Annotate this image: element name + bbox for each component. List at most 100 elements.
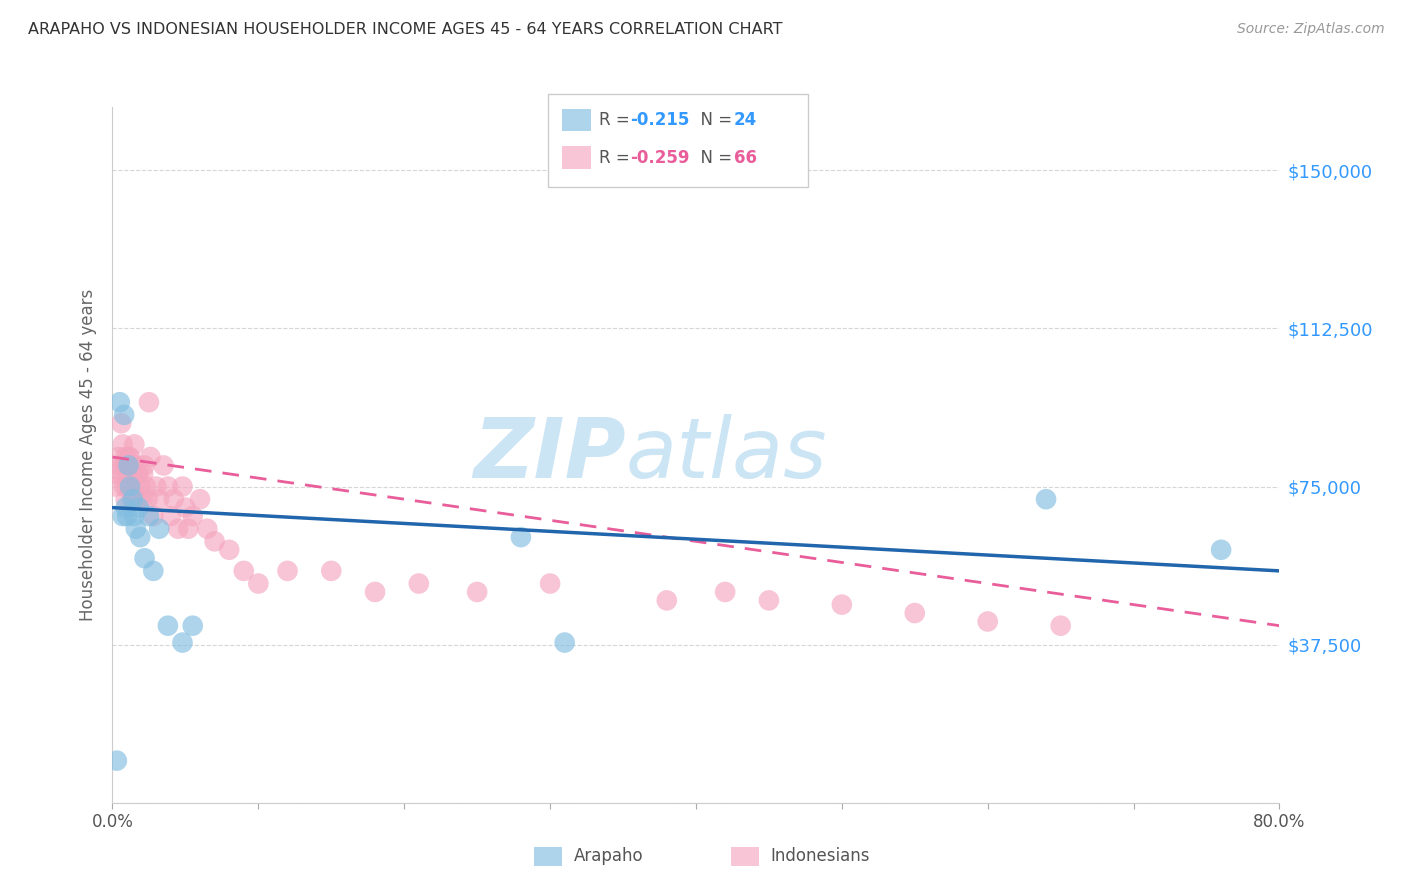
Point [148, 492, 170, 507]
Point [538, 576, 561, 591]
Point [276, 564, 298, 578]
Point [110, 417, 132, 431]
Point [111, 437, 134, 451]
Point [129, 530, 152, 544]
Point [125, 479, 148, 493]
Point [129, 479, 152, 493]
Text: Arapaho: Arapaho [574, 847, 644, 865]
Text: R =: R = [599, 149, 636, 167]
Point [131, 492, 153, 507]
Point [112, 408, 135, 422]
Point [181, 509, 204, 524]
Point [172, 635, 194, 649]
Point [118, 479, 141, 493]
Point [232, 564, 254, 578]
Point [105, 754, 128, 768]
Y-axis label: Householder Income Ages 45 - 64 years: Householder Income Ages 45 - 64 years [79, 289, 97, 621]
Point [120, 458, 142, 473]
Point [112, 479, 135, 493]
Text: -0.259: -0.259 [630, 149, 689, 167]
Point [104, 479, 127, 493]
Point [156, 479, 179, 493]
Point [128, 467, 150, 481]
Point [136, 492, 159, 507]
Text: ARAPAHO VS INDONESIAN HOUSEHOLDER INCOME AGES 45 - 64 YEARS CORRELATION CHART: ARAPAHO VS INDONESIAN HOUSEHOLDER INCOME… [28, 22, 783, 37]
Point [160, 509, 183, 524]
Point [976, 615, 998, 629]
Point [118, 450, 141, 464]
Point [108, 395, 131, 409]
Point [127, 467, 149, 481]
Point [758, 593, 780, 607]
Point [177, 522, 200, 536]
Point [152, 458, 174, 473]
Point [125, 458, 148, 473]
Point [145, 479, 167, 493]
Point [148, 522, 170, 536]
Point [120, 492, 142, 507]
Point [247, 576, 270, 591]
Point [105, 467, 128, 481]
Point [142, 509, 165, 524]
Point [114, 492, 136, 507]
Point [128, 492, 150, 507]
Point [122, 467, 145, 481]
Point [115, 458, 138, 473]
Point [714, 585, 737, 599]
Text: Source: ZipAtlas.com: Source: ZipAtlas.com [1237, 22, 1385, 37]
Point [142, 564, 165, 578]
Point [111, 467, 134, 481]
Point [114, 450, 136, 464]
Point [138, 509, 160, 524]
Point [115, 479, 138, 493]
Point [904, 606, 927, 620]
Point [117, 467, 139, 481]
Point [408, 576, 430, 591]
Point [118, 479, 141, 493]
Point [139, 450, 162, 464]
Point [174, 500, 197, 515]
Point [321, 564, 343, 578]
Point [163, 492, 186, 507]
Point [124, 509, 146, 524]
Point [156, 618, 179, 632]
Point [114, 500, 136, 515]
Point [125, 522, 148, 536]
Text: atlas: atlas [626, 415, 828, 495]
Point [831, 598, 853, 612]
Point [1035, 492, 1057, 507]
Point [1049, 618, 1071, 632]
Point [117, 450, 139, 464]
Point [172, 479, 194, 493]
Point [204, 534, 226, 549]
Point [195, 522, 218, 536]
Point [128, 500, 150, 515]
Point [655, 593, 678, 607]
Point [111, 509, 134, 524]
Point [117, 458, 139, 473]
Point [465, 585, 488, 599]
Point [124, 437, 146, 451]
Point [509, 530, 531, 544]
Point [122, 492, 145, 507]
Text: 24: 24 [734, 112, 758, 129]
Point [134, 458, 156, 473]
Text: N =: N = [690, 112, 738, 129]
Point [112, 458, 135, 473]
Text: -0.215: -0.215 [630, 112, 689, 129]
Point [218, 542, 240, 557]
Point [364, 585, 387, 599]
Point [1209, 542, 1232, 557]
Point [132, 467, 155, 481]
Text: R =: R = [599, 112, 636, 129]
Point [138, 395, 160, 409]
Text: Indonesians: Indonesians [770, 847, 870, 865]
Point [108, 458, 131, 473]
Point [115, 509, 138, 524]
Point [167, 522, 190, 536]
Point [124, 492, 146, 507]
Point [134, 551, 156, 566]
Point [554, 635, 576, 649]
Point [135, 479, 157, 493]
Text: ZIP: ZIP [474, 415, 626, 495]
